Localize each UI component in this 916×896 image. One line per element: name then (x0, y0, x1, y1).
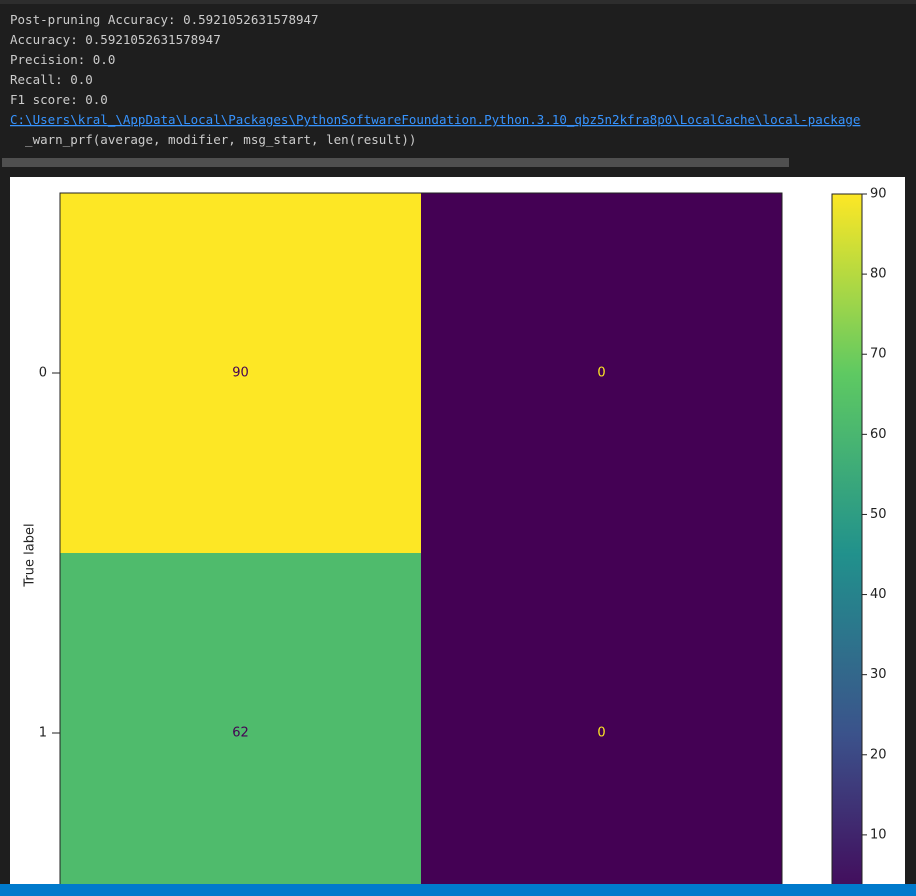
output-line: Precision: 0.0 (10, 52, 115, 67)
heatmap-cell (421, 193, 782, 553)
warning-link[interactable]: C:\Users\kral_\AppData\Local\Packages\Py… (10, 112, 860, 127)
colorbar-tick-label: 30 (870, 667, 887, 682)
warning-text: _warn_prf(average, modifier, msg_start, … (10, 132, 416, 147)
output-line: Recall: 0.0 (10, 72, 93, 87)
cell-label: 0 (597, 726, 605, 741)
scrollbar[interactable] (2, 158, 789, 167)
output: Post-pruning Accuracy: 0.592105263157894… (10, 12, 319, 107)
colorbar-tick-label: 90 (870, 187, 887, 202)
colorbar-tick-label: 70 (870, 347, 887, 362)
status-bar (0, 884, 916, 896)
row-label: 0 (39, 366, 47, 381)
cell-label: 90 (232, 366, 249, 381)
output-line: Accuracy: 0.5921052631578947 (10, 32, 221, 47)
colorbar-tick-label: 80 (870, 267, 887, 282)
heatmap-cell (60, 553, 421, 896)
output-line: Post-pruning Accuracy: 0.592105263157894… (10, 12, 319, 27)
colorbar-tick-label: 40 (870, 587, 887, 602)
heatmap-frame (59, 192, 783, 896)
colorbar (831, 193, 863, 896)
cell-label: 0 (597, 366, 605, 381)
colorbar-tick-label: 50 (870, 507, 887, 522)
colorbar-tick-label: 60 (870, 427, 887, 442)
chart: True label 0 90 0 1 62 0 10 20 30 40 50 60 70 80 90 (23, 187, 887, 896)
heatmap-cell (421, 553, 782, 896)
output-line: F1 score: 0.0 (10, 92, 108, 107)
colorbar-tick-label: 10 (870, 827, 887, 842)
y-axis-label: True label (23, 523, 38, 587)
cell-label: 62 (232, 726, 249, 741)
row-label: 1 (39, 726, 47, 741)
top-border (0, 0, 916, 4)
heatmap-cell (60, 193, 421, 553)
colorbar-tick-label: 20 (870, 747, 887, 762)
